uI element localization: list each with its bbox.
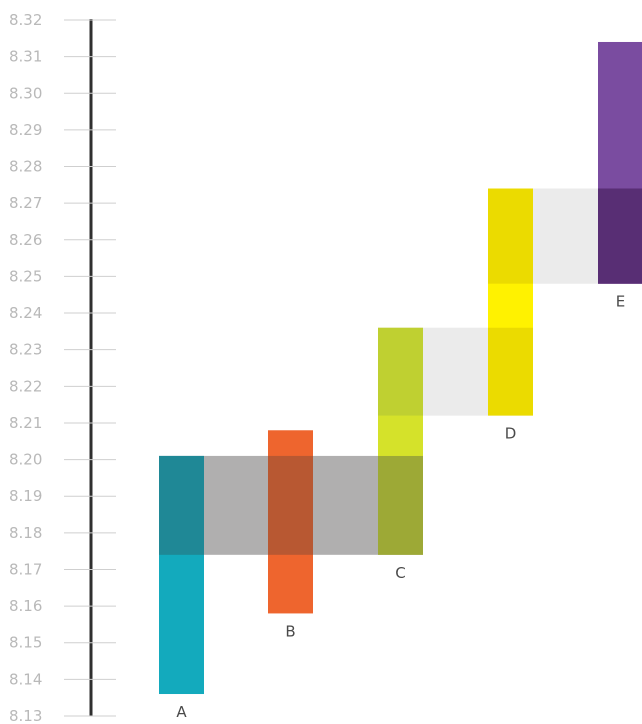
y-tick-label: 8.25 (9, 267, 42, 285)
bar-overlap-d (488, 327, 533, 416)
bar-segment-d (488, 283, 533, 328)
category-label-d: D (505, 425, 517, 443)
y-tick-label: 8.27 (9, 194, 42, 212)
y-tick-label: 8.24 (9, 304, 42, 322)
category-label-c: C (395, 564, 405, 582)
bar-segment-c (378, 415, 423, 456)
y-tick-label: 8.18 (9, 524, 42, 542)
bar-overlap-b (268, 455, 313, 555)
y-tick-label: 8.28 (9, 158, 42, 176)
y-tick-label: 8.14 (9, 670, 42, 688)
category-label-e: E (616, 293, 625, 311)
bar-overlap-c (378, 327, 423, 416)
overlap-overlays (159, 188, 642, 555)
y-tick-label: 8.19 (9, 487, 42, 505)
y-tick-label: 8.13 (9, 707, 42, 724)
y-axis: 8.13 8.14 8.15 8.16 8.17 8.18 8.19 8.20 8.21 8.22… (9, 11, 116, 724)
y-tick-label: 8.15 (9, 634, 42, 652)
y-tick-label: 8.29 (9, 121, 42, 139)
bar-segment-e (598, 188, 642, 284)
bar-b (268, 430, 313, 614)
category-labels: A B C D E (176, 293, 625, 721)
y-tick-label: 8.17 (9, 560, 42, 578)
y-tick-label: 8.21 (9, 414, 42, 432)
y-tick-label: 8.20 (9, 451, 42, 469)
category-label-a: A (176, 703, 187, 721)
bar-overlap-d (488, 188, 533, 284)
y-tick-label: 8.23 (9, 341, 42, 359)
y-tick-label: 8.26 (9, 231, 42, 249)
y-tick-label: 8.16 (9, 597, 42, 615)
y-tick-label: 8.22 (9, 377, 42, 395)
y-tick-label: 8.31 (9, 48, 42, 66)
bar-overlap-a (159, 455, 204, 555)
category-label-b: B (285, 622, 295, 640)
y-tick-label: 8.32 (9, 11, 42, 29)
bar-overlap-c (378, 455, 423, 555)
bar-a (159, 455, 204, 695)
y-tick-label: 8.30 (9, 84, 42, 102)
